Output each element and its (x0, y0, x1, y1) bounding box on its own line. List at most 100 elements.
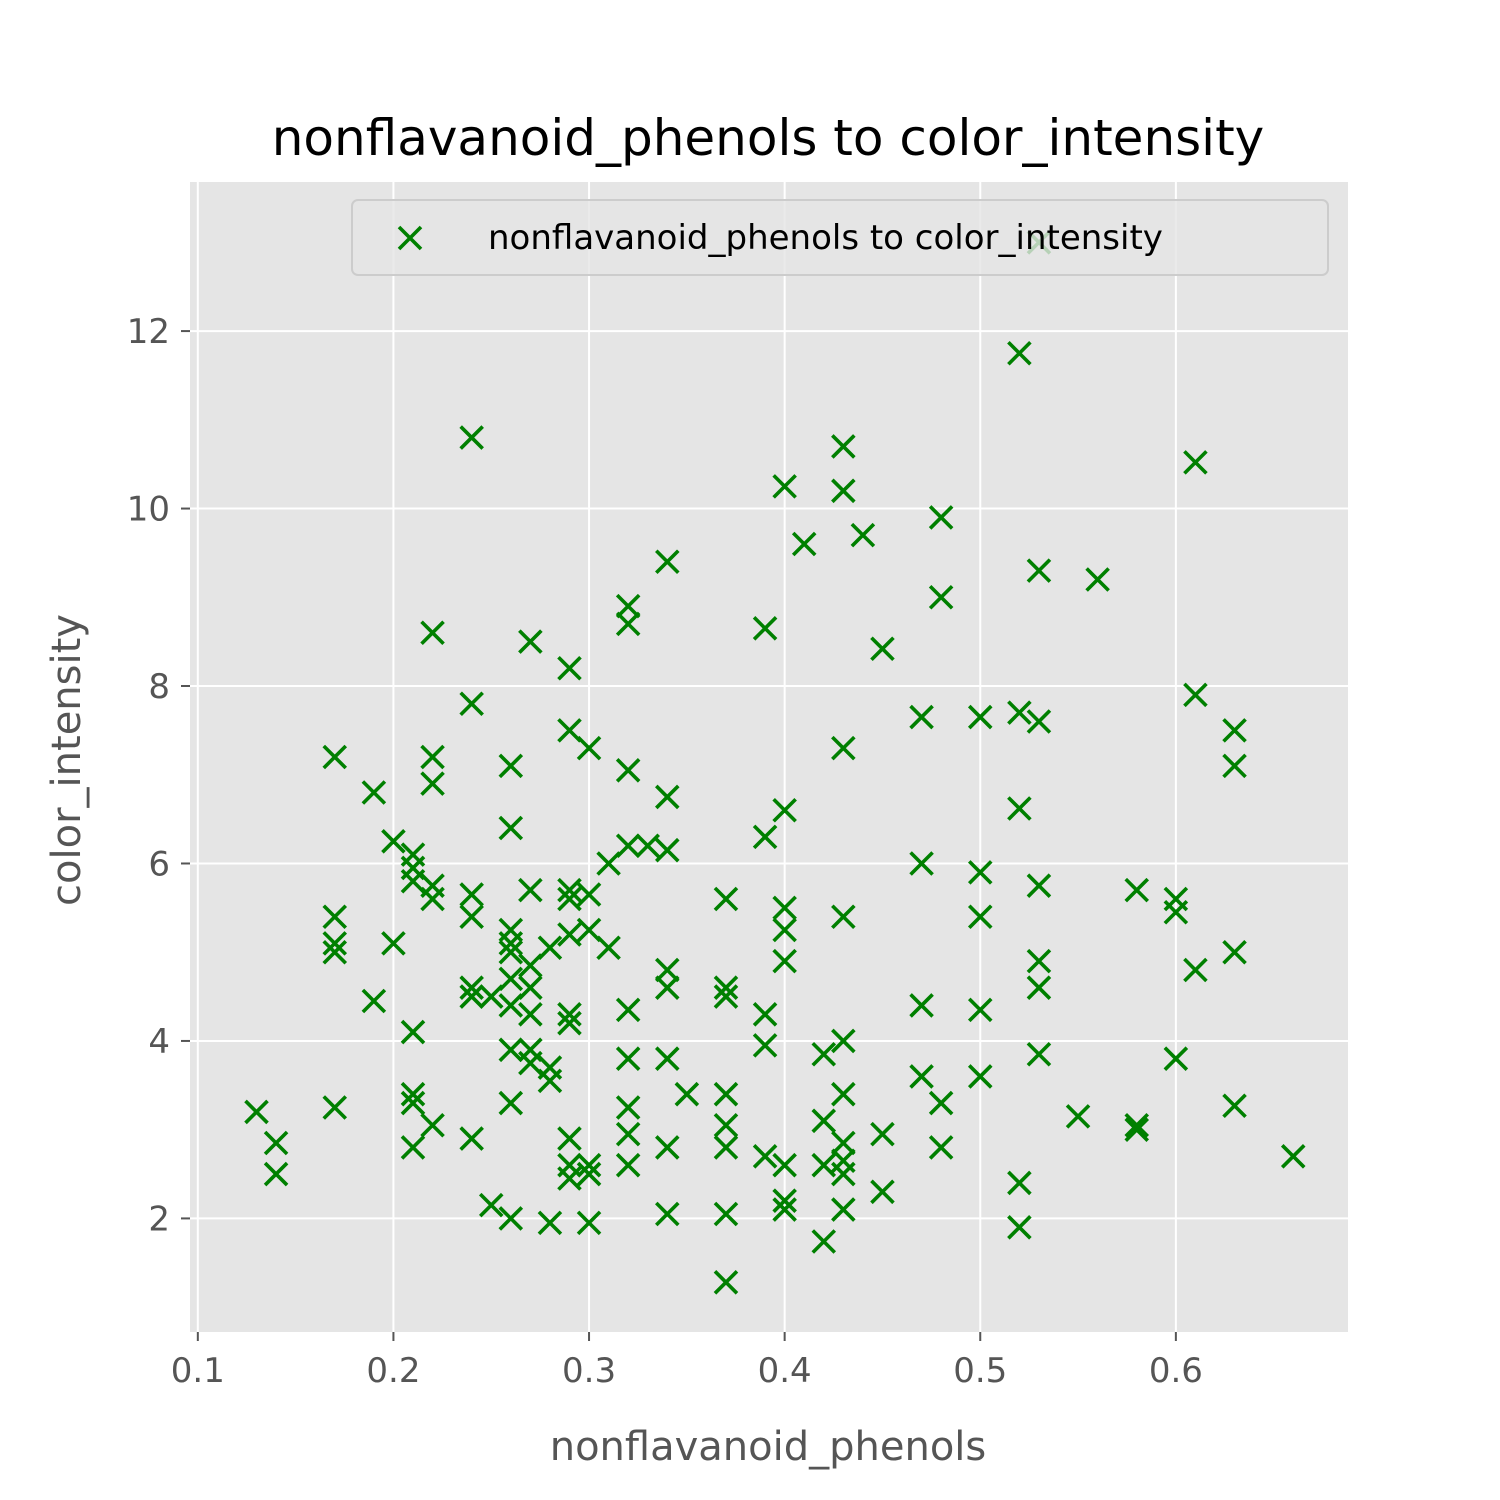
data-point (498, 815, 524, 841)
data-point (713, 984, 739, 1009)
data-point (909, 1064, 934, 1089)
x-tick-label: 0.1 (171, 1351, 225, 1391)
data-point (1007, 340, 1032, 366)
data-point (831, 1081, 856, 1107)
data-point (557, 718, 582, 743)
data-point (518, 953, 543, 978)
data-point (1280, 1144, 1306, 1169)
data-point (811, 1152, 837, 1178)
data-point (576, 917, 602, 943)
data-point (928, 585, 954, 610)
data-point (1026, 558, 1052, 583)
data-point (831, 735, 856, 761)
data-point (772, 1188, 797, 1213)
data-point (713, 1201, 739, 1227)
data-point (674, 1081, 700, 1107)
data-point (498, 939, 524, 965)
data-point (655, 837, 680, 863)
data-point (322, 931, 348, 956)
data-point (576, 1210, 602, 1236)
data-point (967, 704, 993, 730)
data-point (576, 882, 602, 907)
legend-label: nonflavanoid_phenols to color_intensity (488, 218, 1163, 258)
data-point (831, 1161, 856, 1187)
data-point (498, 931, 524, 956)
data-point (1163, 900, 1189, 925)
data-point (498, 1206, 524, 1231)
data-point (752, 824, 778, 850)
data-point (831, 434, 856, 459)
chart-title: nonflavanoid_phenols to color_intensity (272, 109, 1265, 167)
data-point (655, 957, 680, 983)
data-point (1026, 873, 1052, 898)
data-point (263, 1161, 289, 1187)
data-point (459, 984, 484, 1009)
data-point (400, 1090, 426, 1116)
data-point (909, 851, 934, 876)
data-point (772, 1197, 797, 1222)
data-point (615, 997, 641, 1023)
data-point (870, 636, 895, 662)
y-axis-label: color_intensity (44, 614, 90, 906)
data-point (615, 758, 641, 783)
data-point (870, 1179, 895, 1205)
y-tick-label: 6 (148, 844, 170, 884)
data-point (909, 993, 934, 1018)
data-point (752, 1002, 778, 1027)
legend-marker-glyph (397, 225, 423, 251)
data-point (772, 1152, 797, 1178)
data-point (615, 611, 641, 637)
data-point (459, 425, 484, 450)
data-point (791, 531, 817, 557)
x-tick-label: 0.6 (1149, 1351, 1203, 1391)
data-point (322, 904, 348, 929)
y-tick-label: 2 (148, 1199, 170, 1239)
data-point (772, 895, 797, 921)
data-point (1183, 682, 1208, 708)
data-point (655, 784, 680, 810)
data-point (1222, 939, 1247, 965)
data-point (557, 886, 582, 912)
data-point (772, 917, 797, 943)
data-point (615, 1121, 641, 1147)
data-point (1222, 718, 1247, 743)
y-tick-label: 8 (148, 667, 170, 707)
data-point (1026, 1041, 1052, 1067)
data-point (1124, 1112, 1150, 1138)
data-point (400, 1019, 426, 1045)
data-point (459, 975, 484, 1000)
data-point (615, 593, 641, 619)
x-axis-ticks: 0.1 0.2 0.3 0.4 0.5 0.6 (171, 1332, 1203, 1391)
data-point (1222, 1093, 1247, 1119)
data-point (870, 1121, 895, 1147)
data-point (655, 1046, 680, 1071)
data-point (459, 1126, 484, 1151)
data-point (1183, 450, 1208, 475)
data-point (713, 1270, 739, 1295)
data-point (537, 935, 563, 961)
data-point (713, 886, 739, 912)
data-point (772, 948, 797, 974)
data-point (1007, 1170, 1032, 1196)
data-point (967, 860, 993, 885)
data-point (1222, 753, 1247, 779)
x-tick-label: 0.5 (953, 1351, 1007, 1391)
data-point (459, 904, 484, 929)
data-point (518, 1002, 543, 1027)
data-point (967, 997, 993, 1023)
data-point (557, 655, 582, 681)
data-point (850, 522, 876, 548)
data-point (400, 1081, 426, 1107)
data-point (811, 1041, 837, 1067)
legend-marker-x (397, 225, 423, 251)
data-point (772, 474, 797, 499)
scatter-points (244, 230, 1306, 1295)
data-point (1085, 567, 1110, 592)
data-point (615, 1046, 641, 1071)
data-point (752, 616, 778, 641)
data-point (1007, 1215, 1032, 1240)
data-point (752, 1144, 778, 1169)
data-point (713, 1112, 739, 1138)
data-point (498, 1090, 524, 1116)
data-point (615, 833, 641, 859)
